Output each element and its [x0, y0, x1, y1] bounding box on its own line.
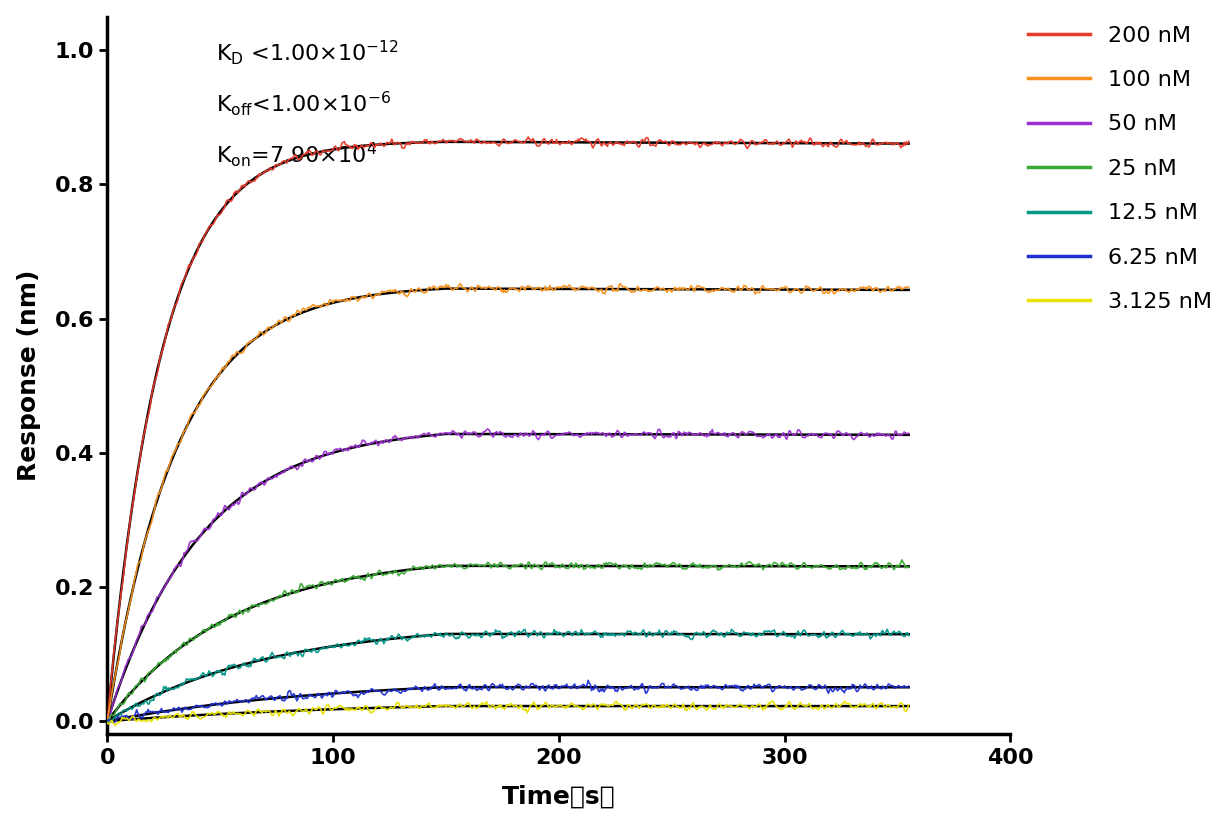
100 nM — [662, 285, 676, 295]
200 nM — [521, 132, 536, 142]
25 nM — [894, 555, 909, 565]
25 nM — [508, 560, 522, 570]
3.125 nM — [902, 700, 917, 710]
25 nM — [902, 563, 917, 573]
3.125 nM — [108, 720, 123, 730]
6.25 nM — [107, 718, 122, 728]
Line: 100 nM: 100 nM — [107, 284, 909, 722]
50 nM — [556, 428, 570, 438]
200 nM — [662, 140, 676, 150]
Line: 12.5 nM: 12.5 nM — [107, 629, 909, 723]
3.125 nM — [509, 700, 524, 710]
3.125 nM — [662, 701, 676, 711]
100 nM — [593, 285, 607, 295]
3.125 nM — [813, 701, 828, 711]
50 nM — [593, 429, 607, 439]
50 nM — [100, 718, 115, 728]
Line: 25 nM: 25 nM — [107, 560, 909, 720]
12.5 nM — [102, 718, 117, 728]
3.125 nM — [593, 699, 607, 709]
Line: 3.125 nM: 3.125 nM — [107, 701, 909, 725]
6.25 nM — [813, 681, 828, 691]
200 nM — [100, 715, 115, 725]
3.125 nM — [100, 718, 115, 728]
6.25 nM — [663, 683, 678, 693]
50 nM — [902, 428, 917, 438]
200 nM — [556, 137, 570, 147]
12.5 nM — [902, 630, 917, 640]
12.5 nM — [880, 625, 894, 634]
25 nM — [811, 561, 825, 571]
Y-axis label: Response (nm): Response (nm) — [17, 270, 41, 481]
3.125 nM — [365, 707, 379, 717]
12.5 nM — [100, 717, 115, 727]
Text: K$_\mathrm{D}$ <1.00×10$^{-12}$
K$_\mathrm{off}$<1.00×10$^{-6}$
K$_\mathrm{on}$=: K$_\mathrm{D}$ <1.00×10$^{-12}$ K$_\math… — [216, 38, 399, 169]
12.5 nM — [593, 633, 607, 643]
200 nM — [812, 139, 827, 148]
200 nM — [363, 139, 378, 148]
100 nM — [363, 290, 378, 299]
X-axis label: Time（s）: Time（s） — [501, 785, 616, 808]
25 nM — [363, 571, 378, 581]
12.5 nM — [662, 629, 676, 639]
50 nM — [662, 431, 676, 441]
50 nM — [812, 432, 827, 442]
25 nM — [554, 559, 569, 569]
12.5 nM — [509, 629, 524, 639]
100 nM — [612, 279, 627, 289]
100 nM — [508, 285, 522, 295]
25 nM — [100, 715, 115, 725]
50 nM — [363, 439, 378, 449]
200 nM — [508, 135, 522, 145]
6.25 nM — [100, 715, 115, 725]
6.25 nM — [580, 676, 595, 686]
12.5 nM — [365, 635, 379, 645]
25 nM — [593, 560, 607, 570]
3.125 nM — [765, 696, 780, 706]
3.125 nM — [556, 702, 570, 712]
Legend: 200 nM, 100 nM, 50 nM, 25 nM, 12.5 nM, 6.25 nM, 3.125 nM: 200 nM, 100 nM, 50 nM, 25 nM, 12.5 nM, 6… — [1019, 16, 1221, 321]
100 nM — [100, 717, 115, 727]
12.5 nM — [556, 632, 570, 642]
50 nM — [509, 430, 524, 440]
25 nM — [660, 561, 675, 571]
6.25 nM — [509, 681, 524, 691]
Line: 6.25 nM: 6.25 nM — [107, 681, 909, 723]
200 nM — [902, 136, 917, 146]
100 nM — [554, 283, 569, 293]
6.25 nM — [902, 681, 917, 691]
200 nM — [593, 139, 607, 149]
12.5 nM — [812, 630, 827, 640]
Line: 200 nM: 200 nM — [107, 137, 909, 720]
100 nM — [812, 283, 827, 293]
6.25 nM — [556, 681, 570, 691]
50 nM — [480, 424, 495, 434]
Line: 50 nM: 50 nM — [107, 429, 909, 723]
6.25 nM — [594, 686, 609, 695]
6.25 nM — [365, 684, 379, 694]
100 nM — [902, 282, 917, 292]
